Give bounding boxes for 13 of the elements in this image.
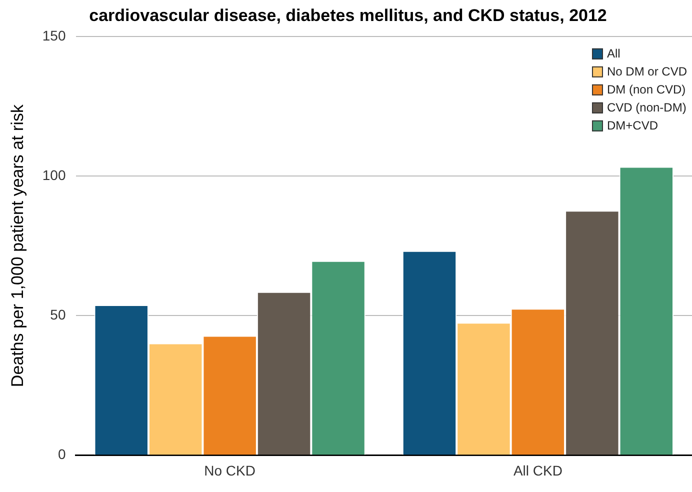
x-tick-label: No CKD <box>204 462 256 478</box>
legend-label: All <box>606 46 620 61</box>
y-tick-label: 150 <box>42 27 66 44</box>
y-tick-label: 0 <box>58 446 66 462</box>
x-tick-label: All CKD <box>513 462 562 478</box>
legend-label: No DM or CVD <box>606 64 688 79</box>
chart-title: cardiovascular disease, diabetes mellitus, and CKD status, 2012 <box>89 6 607 25</box>
legend-label: DM+CVD <box>606 118 658 133</box>
legend-label: CVD (non-DM) <box>606 100 686 115</box>
legend-label: DM (non CVD) <box>606 82 686 97</box>
y-axis-title: Deaths per 1,000 patient years at risk <box>8 104 27 388</box>
y-tick-label: 50 <box>50 306 66 322</box>
y-tick-label: 100 <box>42 166 66 183</box>
